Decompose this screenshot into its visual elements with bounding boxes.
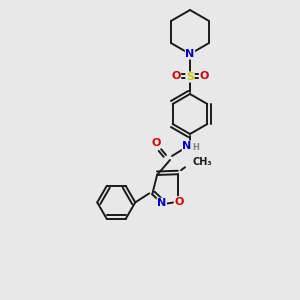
Text: N: N <box>157 198 167 208</box>
Text: CH₃: CH₃ <box>193 157 213 167</box>
Text: N: N <box>182 141 192 151</box>
Text: S: S <box>186 72 194 82</box>
Text: O: O <box>199 71 209 81</box>
Text: O: O <box>151 138 161 148</box>
Text: H: H <box>193 142 200 152</box>
Text: N: N <box>185 49 195 59</box>
Text: O: O <box>174 197 184 207</box>
Text: O: O <box>171 71 181 81</box>
